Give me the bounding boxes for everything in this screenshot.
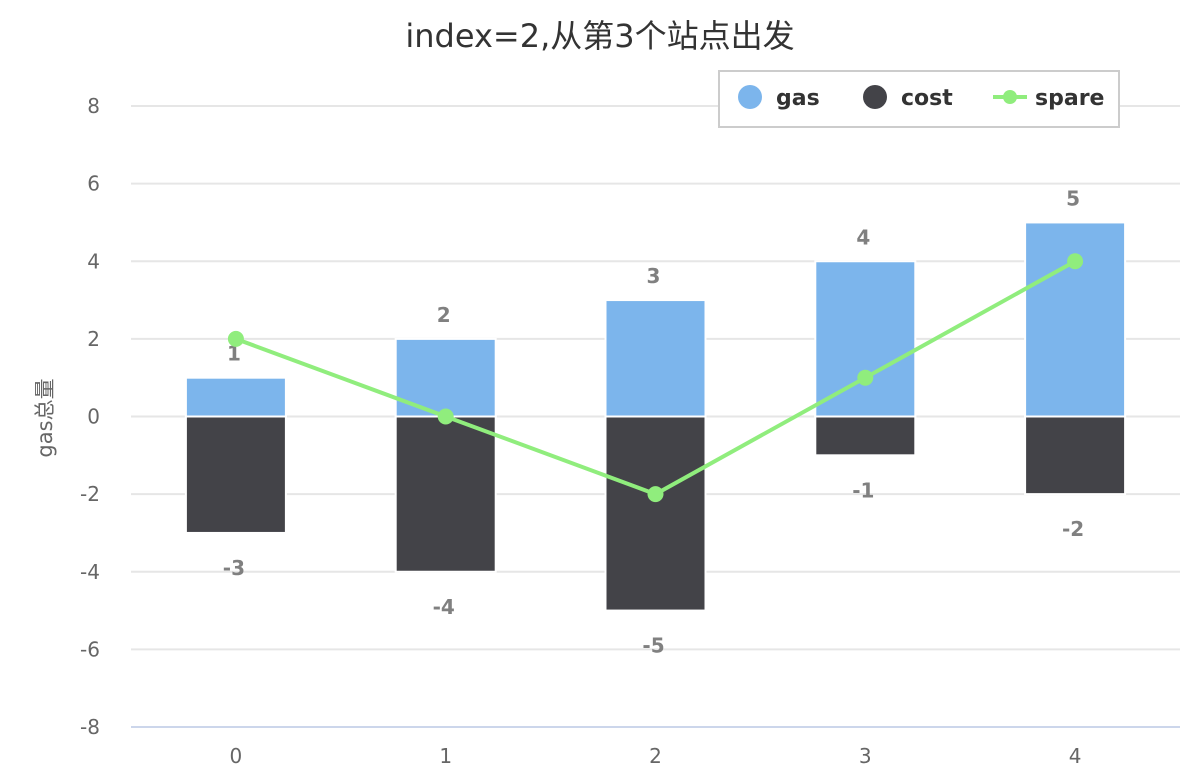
bar-series (184, 221, 1127, 612)
data-label-gas: 3 (647, 264, 661, 288)
bar-cost (814, 415, 917, 457)
bar-gas (1024, 221, 1127, 418)
point-spare (437, 408, 454, 425)
bar-cost (1024, 415, 1127, 496)
chart-title: index=2,从第3个站点出发 (405, 17, 794, 55)
bar-cost (184, 415, 287, 534)
data-label-gas: 1 (227, 342, 241, 366)
x-tick-label: 4 (1069, 744, 1082, 768)
data-label-gas: 4 (856, 225, 870, 249)
data-label-cost: -3 (223, 556, 245, 580)
y-tick-label: 6 (87, 172, 100, 196)
y-tick-label: -8 (80, 715, 100, 739)
data-label-cost: -1 (852, 478, 874, 502)
legend-item-gas[interactable]: gas (738, 85, 820, 111)
y-tick-label: -4 (80, 560, 100, 584)
bar-cost (604, 415, 707, 612)
line-series (227, 253, 1084, 503)
y-tick-label: 8 (87, 94, 100, 118)
point-spare (1067, 253, 1084, 270)
data-label-cost: -4 (433, 595, 455, 619)
x-axis-ticks: 0 1 2 3 4 (230, 744, 1082, 768)
bar-gas (814, 260, 917, 418)
data-label-gas: 2 (437, 303, 451, 327)
y-axis-ticks: -8 -6 -4 -2 0 2 4 6 8 (80, 94, 100, 739)
bar-gas (184, 376, 287, 418)
x-tick-label: 3 (859, 744, 872, 768)
data-label-gas: 5 (1066, 186, 1080, 210)
y-tick-label: 2 (87, 327, 100, 351)
legend-gas-label: gas (776, 86, 820, 111)
y-tick-label: 0 (87, 405, 100, 429)
y-tick-label: -2 (80, 482, 100, 506)
legend-gas-marker (738, 85, 762, 109)
data-label-cost: -2 (1062, 517, 1084, 541)
legend-spare-label: spare (1035, 86, 1104, 111)
legend-cost-marker (863, 85, 887, 109)
x-tick-label: 0 (230, 744, 243, 768)
legend: gas cost spare (718, 70, 1120, 128)
legend-cost-label: cost (901, 86, 953, 111)
x-tick-label: 1 (439, 744, 452, 768)
y-tick-label: -6 (80, 637, 100, 661)
bar-cost (394, 415, 497, 573)
data-label-cost: -5 (642, 634, 664, 658)
point-spare (227, 330, 244, 347)
point-spare (647, 486, 664, 503)
legend-item-cost[interactable]: cost (863, 85, 953, 111)
bar-gas (604, 299, 707, 418)
y-axis-label: gas总量 (33, 378, 57, 457)
legend-spare-marker (1003, 90, 1017, 104)
y-tick-label: 4 (87, 249, 100, 273)
x-tick-label: 2 (649, 744, 662, 768)
legend-box (718, 70, 1120, 128)
legend-item-spare[interactable]: spare (993, 86, 1104, 111)
point-spare (857, 369, 874, 386)
bar-data-labels: 1 2 3 4 5 -3 -4 -5 -1 -2 (223, 186, 1084, 657)
